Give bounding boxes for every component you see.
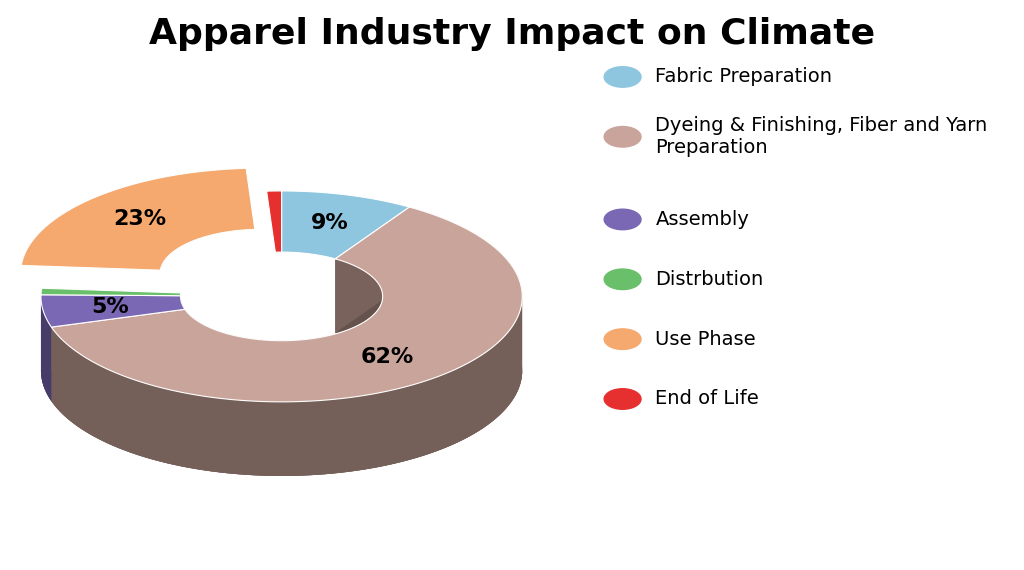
Polygon shape <box>51 207 522 402</box>
Polygon shape <box>41 295 185 327</box>
Polygon shape <box>22 168 255 270</box>
Polygon shape <box>51 207 522 476</box>
Text: Distrbution: Distrbution <box>655 270 764 289</box>
Polygon shape <box>41 296 51 401</box>
Polygon shape <box>282 191 410 259</box>
Text: Use Phase: Use Phase <box>655 329 756 349</box>
Text: Assembly: Assembly <box>655 210 750 229</box>
Circle shape <box>604 329 641 349</box>
Circle shape <box>604 209 641 230</box>
Text: Apparel Industry Impact on Climate: Apparel Industry Impact on Climate <box>148 17 876 51</box>
Text: 5%: 5% <box>91 297 129 317</box>
Circle shape <box>604 269 641 290</box>
Polygon shape <box>180 296 185 384</box>
Polygon shape <box>266 191 282 252</box>
Text: 9%: 9% <box>310 213 348 234</box>
Polygon shape <box>335 207 410 333</box>
Circle shape <box>604 389 641 409</box>
Text: Fabric Preparation: Fabric Preparation <box>655 67 833 87</box>
Circle shape <box>604 67 641 87</box>
Text: End of Life: End of Life <box>655 389 759 409</box>
Polygon shape <box>41 370 185 401</box>
Polygon shape <box>51 310 185 401</box>
Polygon shape <box>185 259 383 415</box>
Polygon shape <box>41 295 180 370</box>
Text: 62%: 62% <box>360 347 414 367</box>
Polygon shape <box>51 298 522 476</box>
Polygon shape <box>51 371 522 476</box>
Text: Dyeing & Finishing, Fiber and Yarn
Preparation: Dyeing & Finishing, Fiber and Yarn Prepa… <box>655 116 987 157</box>
Polygon shape <box>41 288 181 296</box>
Polygon shape <box>41 295 51 401</box>
Text: 23%: 23% <box>113 210 166 230</box>
Circle shape <box>604 127 641 147</box>
Polygon shape <box>51 310 185 401</box>
